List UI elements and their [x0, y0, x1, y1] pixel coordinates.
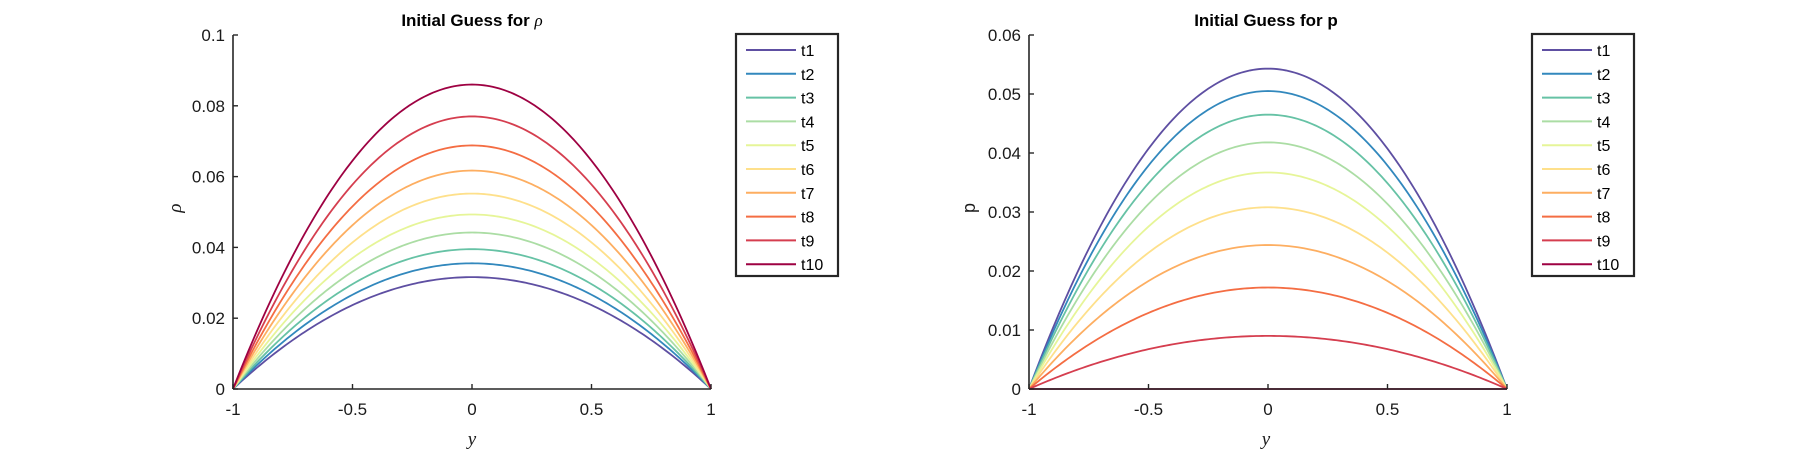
x-tick-label: 1 — [706, 400, 715, 419]
series-line-t5 — [1028, 171, 1508, 390]
legend-label-t2: t2 — [1597, 67, 1610, 84]
legend-label-t5: t5 — [1597, 138, 1610, 155]
x-tick-label: -1 — [1021, 400, 1036, 419]
legend-label-t4: t4 — [801, 114, 814, 131]
series-line-t5 — [232, 213, 712, 390]
series-line-t4 — [232, 231, 712, 390]
series-line-t7 — [1028, 244, 1508, 390]
legend-label-t6: t6 — [1597, 162, 1610, 179]
y-tick-label: 0.01 — [988, 321, 1021, 340]
series-line-t10 — [232, 83, 712, 390]
series-line-t2 — [232, 262, 712, 390]
legend-label-t9: t9 — [1597, 233, 1610, 250]
x-tick-label: 0.5 — [1376, 400, 1400, 419]
legend-label-t10: t10 — [801, 257, 823, 274]
legend-label-t4: t4 — [1597, 114, 1610, 131]
legend-label-t8: t8 — [1597, 210, 1610, 227]
y-tick-label: 0.02 — [192, 309, 225, 328]
legend-label-t3: t3 — [1597, 91, 1610, 108]
chart-rho: Initial Guess for ρ y ρ -1 -0.5 0 0.5 1 0 0.02… — [165, 11, 840, 450]
series-line-t2 — [1028, 90, 1508, 390]
legend-label-t6: t6 — [801, 162, 814, 179]
x-tick-label: 0 — [467, 400, 476, 419]
x-tick-label: 1 — [1502, 400, 1511, 419]
x-tick-label: 0.5 — [580, 400, 604, 419]
x-tick-label: 0 — [1263, 400, 1272, 419]
chart-p: Initial Guess for p y p -1 -0.5 0 0.5 1 0 0.01… — [959, 11, 1636, 450]
legend-label-t5: t5 — [801, 138, 814, 155]
y-tick-label: 0.06 — [988, 26, 1021, 45]
y-tick-label: 0.06 — [192, 168, 225, 187]
legend-label-t8: t8 — [801, 210, 814, 227]
y-tick-label: 0.04 — [192, 238, 225, 257]
series-line-t8 — [1028, 286, 1508, 390]
series-line-t8 — [232, 144, 712, 390]
legend: t1 t2 t3 t4 t5 t6 t7 t8 t9 t10 — [1530, 32, 1636, 278]
y-tick-label: 0 — [1012, 380, 1021, 399]
y-tick-label: 0.1 — [201, 26, 225, 45]
chart-title: Initial Guess for ρ — [401, 11, 542, 30]
series-line-t6 — [1028, 206, 1508, 390]
series-line-t1 — [1028, 67, 1508, 390]
series-line-t4 — [1028, 141, 1508, 390]
legend-label-t3: t3 — [801, 91, 814, 108]
series-line-t6 — [232, 192, 712, 390]
legend-label-t1: t1 — [801, 43, 814, 60]
x-tick-label: -1 — [225, 400, 240, 419]
y-tick-label: 0.02 — [988, 262, 1021, 281]
legend-label-t2: t2 — [801, 67, 814, 84]
series-line-t9 — [232, 115, 712, 390]
series-line-t3 — [1028, 113, 1508, 390]
y-tick-label: 0.05 — [988, 85, 1021, 104]
series-line-t9 — [1028, 334, 1508, 390]
legend-label-t7: t7 — [801, 186, 814, 203]
legend: t1 t2 t3 t4 t5 t6 t7 t8 t9 t10 — [734, 32, 840, 278]
x-axis-label: y — [466, 429, 477, 450]
y-tick-label: 0.03 — [988, 203, 1021, 222]
series-line-t3 — [232, 248, 712, 390]
chart-title: Initial Guess for p — [1194, 11, 1338, 30]
y-tick-label: 0.04 — [988, 144, 1021, 163]
x-tick-label: -0.5 — [338, 400, 367, 419]
legend-label-t1: t1 — [1597, 43, 1610, 60]
series-line-t1 — [232, 276, 712, 390]
y-axis-label: ρ — [165, 203, 186, 213]
x-axis-label: y — [1260, 429, 1271, 450]
y-tick-label: 0.08 — [192, 97, 225, 116]
legend-label-t10: t10 — [1597, 257, 1619, 274]
legend-label-t9: t9 — [801, 233, 814, 250]
y-axis-label: p — [959, 203, 979, 213]
series-line-t7 — [232, 169, 712, 390]
legend-label-t7: t7 — [1597, 186, 1610, 203]
y-tick-label: 0 — [216, 380, 225, 399]
x-tick-label: -0.5 — [1134, 400, 1163, 419]
